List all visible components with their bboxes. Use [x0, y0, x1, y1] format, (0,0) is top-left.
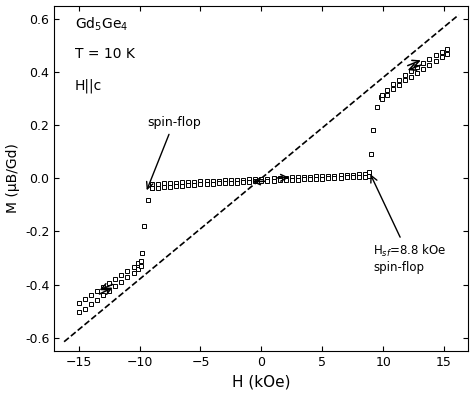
- Text: H||c: H||c: [75, 78, 102, 92]
- Text: Gd$_5$Ge$_4$: Gd$_5$Ge$_4$: [75, 16, 128, 33]
- Text: H$_{sf}$=8.8 kOe
spin-flop: H$_{sf}$=8.8 kOe spin-flop: [371, 175, 447, 274]
- Y-axis label: M (μB/Gd): M (μB/Gd): [6, 143, 19, 213]
- Text: spin-flop: spin-flop: [146, 116, 201, 189]
- X-axis label: H (kOe): H (kOe): [232, 374, 291, 389]
- Text: T = 10 K: T = 10 K: [75, 47, 135, 61]
